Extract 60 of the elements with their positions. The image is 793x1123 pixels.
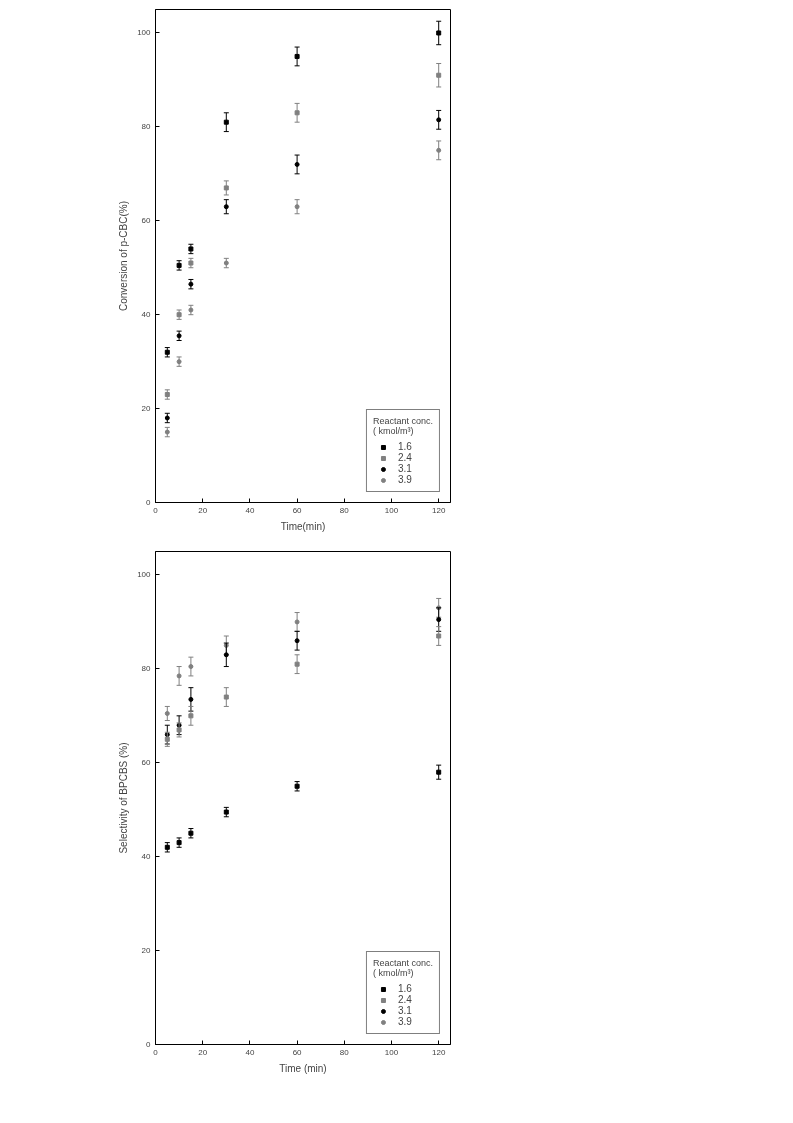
y-tick-label: 20 <box>141 404 152 414</box>
point <box>294 619 300 625</box>
legend-label: 3.1 <box>397 463 413 474</box>
legend-label: 1.6 <box>397 983 413 994</box>
x-tick-label: 20 <box>198 505 208 515</box>
x-tick-label: 60 <box>292 505 303 515</box>
x-tick-label: 60 <box>292 1047 303 1057</box>
legend-label: 3.9 <box>397 1016 413 1027</box>
legend-label: 3.9 <box>397 474 413 485</box>
legend-title: Reactant conc. ( kmol/m³) <box>372 958 433 978</box>
point <box>223 204 229 210</box>
y-axis-title: Conversion of p-CBC(%) <box>118 200 130 312</box>
point <box>164 710 170 716</box>
y-tick-label: 100 <box>137 570 152 580</box>
point <box>436 30 442 36</box>
y-tick-label: 60 <box>141 216 152 226</box>
x-tick-label: 40 <box>245 505 255 515</box>
y-tick-label: 80 <box>141 664 152 674</box>
point <box>294 661 300 667</box>
y-tick-label: 100 <box>137 28 152 38</box>
point <box>294 204 300 210</box>
x-tick-label: 80 <box>339 505 350 515</box>
x-tick-label: 0 <box>153 505 159 515</box>
point <box>223 694 229 700</box>
point <box>436 117 442 123</box>
point <box>223 119 229 125</box>
point <box>188 696 194 702</box>
x-tick-label: 100 <box>384 505 399 515</box>
point <box>294 638 300 644</box>
point <box>294 110 300 116</box>
x-tick-label: 80 <box>339 1047 350 1057</box>
y-tick-label: 20 <box>141 946 152 956</box>
y-tick-label: 0 <box>146 1040 152 1049</box>
x-tick-label: 100 <box>384 1047 399 1057</box>
point <box>294 161 300 167</box>
point <box>176 673 182 679</box>
y-axis-title: Selectivity of BPCBS (%) <box>118 742 130 854</box>
y-tick-label: 80 <box>141 122 152 132</box>
point <box>436 147 442 153</box>
x-tick-label: 20 <box>198 1047 208 1057</box>
legend-label: 2.4 <box>397 452 413 463</box>
y-tick-label: 60 <box>141 758 152 768</box>
legend-label: 3.1 <box>397 1005 413 1016</box>
point <box>436 769 442 775</box>
point <box>188 664 194 670</box>
y-tick-label: 40 <box>141 310 152 320</box>
point <box>223 185 229 191</box>
legend-label: 2.4 <box>397 994 413 1005</box>
y-tick-label: 40 <box>141 852 152 862</box>
x-axis-title: Time (min) <box>279 1062 327 1074</box>
legend-title: Reactant conc. ( kmol/m³) <box>372 416 433 436</box>
point <box>436 72 442 78</box>
x-tick-label: 0 <box>153 1047 159 1057</box>
x-tick-label: 120 <box>432 505 446 515</box>
legend-label: 1.6 <box>397 441 413 452</box>
point <box>294 53 300 59</box>
x-tick-label: 40 <box>245 1047 255 1057</box>
y-tick-label: 0 <box>146 498 152 507</box>
x-axis-title: Time(min) <box>280 520 326 532</box>
x-tick-label: 120 <box>432 1047 446 1057</box>
